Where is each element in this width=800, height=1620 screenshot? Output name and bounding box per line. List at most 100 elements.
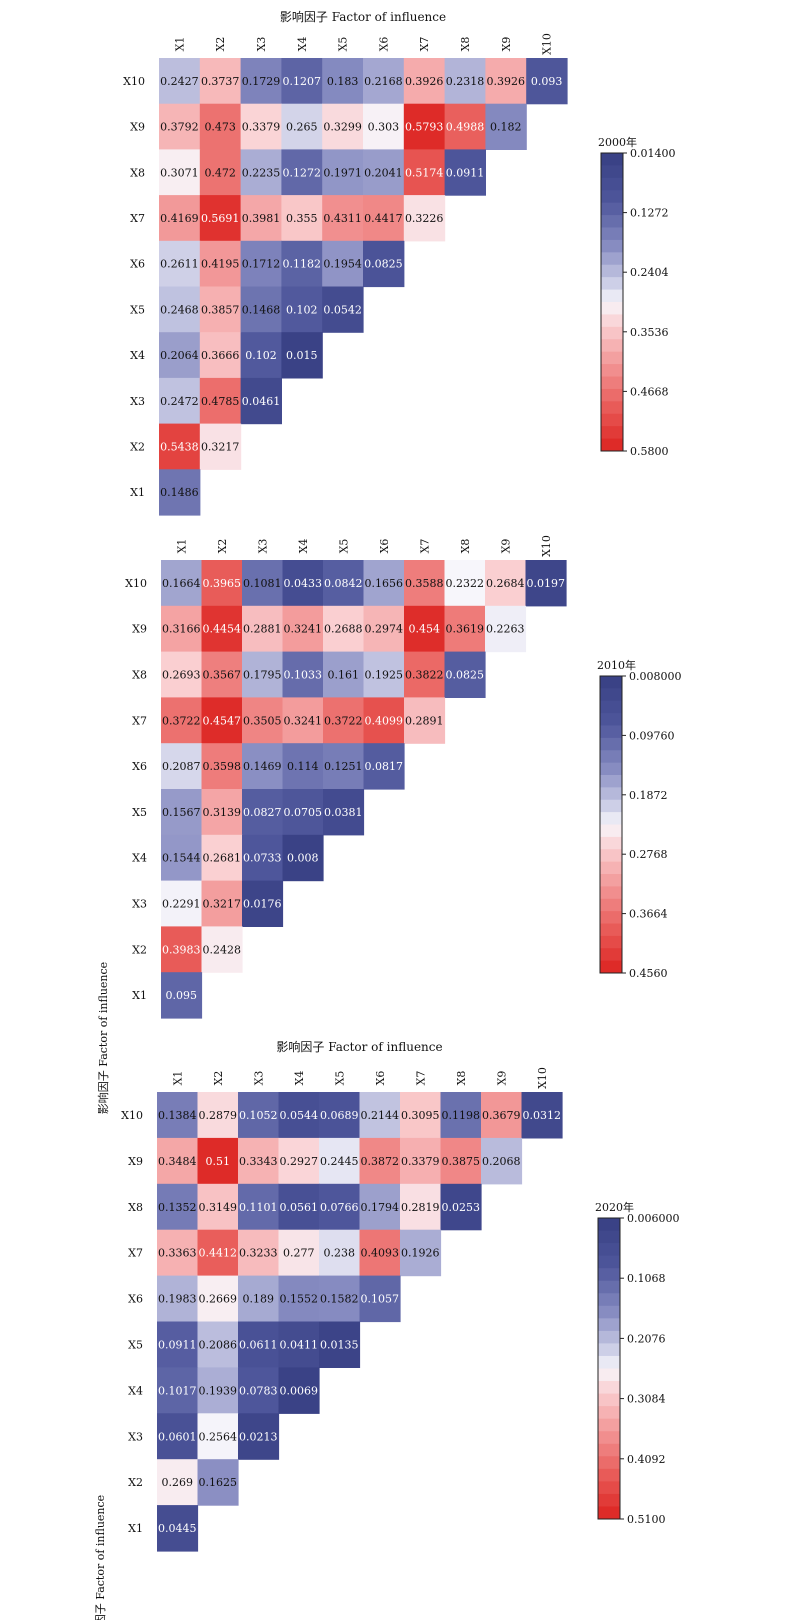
colorbar-segment xyxy=(601,202,623,216)
heatmap-cell xyxy=(201,789,243,836)
colorbar-tick-label: 0.01400 xyxy=(630,147,676,160)
heatmap-cell xyxy=(199,240,242,288)
y-tick-label: X3 xyxy=(128,1430,143,1443)
x-tick-label: X6 xyxy=(377,37,390,52)
colorbar-title: 2020年 xyxy=(595,1200,634,1214)
cell-value-label: 0.355 xyxy=(286,212,318,225)
heatmap-cell xyxy=(322,286,364,333)
cell-value-label: 0.1033 xyxy=(284,669,323,682)
heatmap-cell xyxy=(157,1459,199,1506)
heatmap-cell xyxy=(242,834,284,882)
cell-value-label: 0.1272 xyxy=(283,166,322,179)
colorbar-segment xyxy=(601,364,623,377)
cell-value-label: 0.2468 xyxy=(160,303,199,316)
x-tick-label: X4 xyxy=(297,539,310,554)
y-tick-label: X2 xyxy=(130,440,145,453)
colorbar-frame xyxy=(599,675,623,974)
cell-value-label: 0.5174 xyxy=(405,166,444,179)
colorbar-tick-label: 0.4668 xyxy=(630,385,669,398)
colorbar-segment xyxy=(600,886,622,900)
cell-value-label: 0.3095 xyxy=(401,1109,440,1122)
colorbar-segment xyxy=(601,438,623,452)
colorbar-segment xyxy=(601,339,623,353)
colorbar-segment xyxy=(600,725,622,739)
heatmap-cell xyxy=(404,560,446,607)
colorbar-segment xyxy=(598,1355,620,1369)
cell-value-label: 0.2235 xyxy=(242,166,281,179)
y-tick-label: X2 xyxy=(132,943,147,956)
cell-value-label: 0.1468 xyxy=(242,303,281,316)
heatmap-cell xyxy=(444,560,486,607)
cell-value-label: 0.4547 xyxy=(203,714,242,727)
cell-value-label: 0.0817 xyxy=(365,760,404,773)
colorbar-frame xyxy=(600,152,624,452)
heatmap-cell xyxy=(282,560,324,607)
heatmap-cell xyxy=(444,103,486,150)
cell-value-label: 0.1925 xyxy=(365,669,404,682)
heatmap-cell xyxy=(242,743,284,790)
colorbar-segment xyxy=(600,935,622,949)
heatmap-cell xyxy=(485,103,527,150)
heatmap-cell xyxy=(404,697,446,744)
y-tick-label: X9 xyxy=(130,121,145,134)
heatmap-cell xyxy=(157,1367,199,1414)
heatmap-cell xyxy=(199,332,242,379)
y-tick-label: X3 xyxy=(130,395,145,408)
y-tick-label: X1 xyxy=(130,486,145,499)
x-tick-label: X5 xyxy=(333,1071,346,1086)
cell-value-label: 0.0176 xyxy=(243,898,282,911)
y-tick-label: X1 xyxy=(132,989,147,1002)
cell-value-label: 0.4195 xyxy=(201,258,240,271)
x-tick-label: X7 xyxy=(418,37,431,52)
heatmap-cell xyxy=(197,1413,239,1460)
cell-value-label: 0.3983 xyxy=(162,943,201,956)
colorbar-tick-label: 0.1068 xyxy=(627,1272,666,1285)
heatmap-cell xyxy=(485,58,527,105)
heatmap-cell xyxy=(485,560,527,607)
heatmap-cell xyxy=(242,560,284,607)
x-tick-label: X8 xyxy=(459,37,472,52)
colorbar-tick-label: 0.3664 xyxy=(629,908,668,921)
heatmap-cell xyxy=(240,58,282,105)
heatmap-cell xyxy=(359,1183,401,1231)
colorbar-segment xyxy=(600,960,622,974)
heatmap-cell xyxy=(281,149,323,196)
colorbar-segment xyxy=(600,688,622,702)
cell-value-label: 0.4785 xyxy=(201,395,240,408)
cell-value-label: 0.0312 xyxy=(523,1109,562,1122)
cell-value-label: 0.2087 xyxy=(162,760,201,773)
colorbar-tick-label: 0.006000 xyxy=(627,1212,680,1225)
heatmap-cell xyxy=(281,195,323,242)
x-tick-label: X6 xyxy=(374,1071,387,1086)
cell-value-label: 0.3875 xyxy=(442,1155,481,1168)
heatmap-cell xyxy=(238,1367,280,1414)
heatmap-cell xyxy=(521,1092,563,1139)
heatmap-cell xyxy=(282,789,324,836)
heatmap-title: 影响因子 Factor of influence xyxy=(276,1039,442,1054)
cell-value-label: 0.1207 xyxy=(283,75,322,88)
x-tick-label: X2 xyxy=(212,1071,225,1086)
cell-value-label: 0.3792 xyxy=(160,121,199,134)
colorbar-segment xyxy=(598,1293,620,1307)
heatmap-cell xyxy=(278,1275,320,1323)
heatmap-cell xyxy=(282,834,324,882)
cell-value-label: 0.114 xyxy=(287,760,319,773)
cell-value-label: 0.0544 xyxy=(280,1109,319,1122)
heatmap-cell xyxy=(199,103,242,150)
heatmap-cell xyxy=(201,605,243,653)
cell-value-label: 0.3241 xyxy=(284,623,323,636)
heatmap-cell xyxy=(238,1092,280,1139)
y-tick-label: X5 xyxy=(132,806,147,819)
x-tick-label: X10 xyxy=(541,33,554,55)
heatmap-cell xyxy=(161,697,203,744)
heatmap-cell xyxy=(363,697,405,744)
cell-value-label: 0.2881 xyxy=(243,623,282,636)
colorbar-segment xyxy=(601,190,623,204)
cell-value-label: 0.5438 xyxy=(160,440,199,453)
x-tick-label: X2 xyxy=(216,539,229,554)
x-tick-label: X9 xyxy=(500,37,513,52)
heatmap-cell xyxy=(400,1183,442,1231)
heatmap-cell xyxy=(161,834,203,882)
heatmap-cell xyxy=(238,1183,280,1231)
cell-value-label: 0.2041 xyxy=(364,166,403,179)
